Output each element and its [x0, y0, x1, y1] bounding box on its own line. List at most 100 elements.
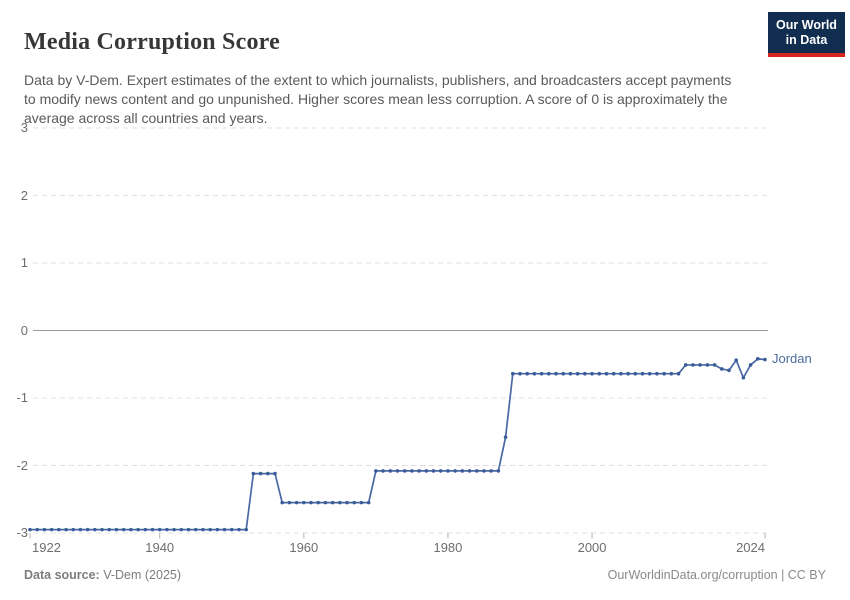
data-point-2013[interactable] — [683, 363, 688, 367]
data-point-2019[interactable] — [727, 368, 731, 373]
data-point-2002[interactable] — [604, 371, 609, 376]
data-point-1981[interactable] — [453, 469, 457, 473]
data-point-1940[interactable] — [157, 527, 162, 532]
data-point-1935[interactable] — [121, 527, 126, 532]
data-point-1975[interactable] — [410, 469, 414, 473]
data-point-1923[interactable] — [35, 527, 40, 532]
data-point-1925[interactable] — [49, 527, 54, 532]
data-line-jordan[interactable] — [29, 358, 766, 531]
credit-link[interactable]: OurWorldinData.org/corruption | CC BY — [607, 568, 826, 582]
data-point-2004[interactable] — [619, 371, 623, 376]
data-point-1924[interactable] — [42, 527, 47, 532]
data-point-1964[interactable] — [330, 500, 335, 505]
data-point-1937[interactable] — [136, 527, 140, 532]
data-point-1953[interactable] — [251, 471, 256, 476]
data-point-1939[interactable] — [150, 527, 155, 532]
data-point-1973[interactable] — [395, 469, 400, 473]
data-point-1965[interactable] — [338, 500, 342, 505]
data-point-1970[interactable] — [374, 469, 378, 473]
data-point-2008[interactable] — [647, 371, 652, 376]
data-point-2011[interactable] — [669, 371, 674, 376]
series-label-jordan[interactable]: Jordan — [772, 350, 812, 366]
data-point-1961[interactable] — [309, 500, 313, 505]
data-point-2010[interactable] — [662, 371, 666, 376]
data-point-1982[interactable] — [460, 469, 465, 473]
data-point-1990[interactable] — [518, 371, 522, 376]
data-point-1991[interactable] — [525, 371, 530, 376]
data-point-1968[interactable] — [359, 500, 364, 505]
data-point-1977[interactable] — [424, 469, 429, 473]
data-point-1927[interactable] — [64, 527, 68, 532]
data-point-1957[interactable] — [280, 500, 285, 505]
data-point-1948[interactable] — [215, 527, 220, 532]
data-point-1956[interactable] — [273, 471, 277, 476]
data-point-1988[interactable] — [503, 435, 508, 439]
data-point-1950[interactable] — [229, 527, 234, 532]
data-point-2012[interactable] — [676, 371, 681, 376]
data-point-1986[interactable] — [489, 469, 493, 473]
data-point-1978[interactable] — [431, 469, 436, 473]
data-point-1943[interactable] — [179, 527, 184, 532]
data-point-2021[interactable] — [741, 375, 746, 380]
data-point-2018[interactable] — [719, 367, 724, 371]
data-point-1972[interactable] — [388, 469, 393, 473]
owid-logo[interactable]: Our World in Data — [768, 12, 845, 57]
data-point-1969[interactable] — [366, 500, 371, 505]
data-point-2000[interactable] — [590, 371, 594, 376]
data-point-1963[interactable] — [323, 500, 328, 505]
data-point-2022[interactable] — [748, 363, 753, 367]
data-point-1928[interactable] — [71, 527, 76, 532]
data-point-1985[interactable] — [482, 469, 486, 473]
data-point-1949[interactable] — [222, 527, 227, 532]
data-point-2023[interactable] — [755, 357, 760, 361]
data-point-1930[interactable] — [85, 527, 90, 532]
data-point-2003[interactable] — [611, 371, 616, 376]
data-point-1997[interactable] — [568, 371, 573, 376]
data-point-1971[interactable] — [381, 469, 385, 473]
data-point-1926[interactable] — [57, 527, 61, 532]
data-point-1966[interactable] — [345, 500, 349, 505]
data-point-2020[interactable] — [734, 358, 738, 363]
data-point-1983[interactable] — [467, 469, 472, 473]
data-point-1958[interactable] — [287, 500, 292, 505]
data-point-1934[interactable] — [114, 527, 119, 532]
data-point-1951[interactable] — [237, 527, 241, 532]
data-point-2001[interactable] — [597, 371, 602, 376]
data-point-1992[interactable] — [532, 371, 537, 376]
data-point-2024[interactable] — [763, 357, 767, 362]
data-point-1980[interactable] — [446, 469, 450, 473]
data-point-1960[interactable] — [302, 500, 306, 505]
data-point-1942[interactable] — [172, 527, 176, 532]
data-point-1987[interactable] — [496, 469, 501, 473]
data-point-1998[interactable] — [575, 371, 580, 376]
data-point-1945[interactable] — [193, 527, 198, 532]
data-point-1938[interactable] — [143, 527, 148, 532]
data-point-1976[interactable] — [417, 469, 421, 473]
data-point-1962[interactable] — [316, 500, 321, 505]
data-point-1955[interactable] — [265, 471, 270, 476]
data-point-1952[interactable] — [244, 527, 248, 532]
data-point-2016[interactable] — [705, 363, 710, 367]
data-point-1994[interactable] — [547, 371, 551, 376]
data-point-1993[interactable] — [539, 371, 544, 376]
data-point-1929[interactable] — [78, 527, 83, 532]
data-point-2005[interactable] — [626, 371, 630, 376]
data-point-1979[interactable] — [438, 469, 443, 473]
data-point-1954[interactable] — [258, 471, 263, 476]
data-point-1946[interactable] — [201, 527, 205, 532]
data-point-1933[interactable] — [107, 527, 112, 532]
data-point-1995[interactable] — [554, 371, 558, 376]
data-point-1999[interactable] — [583, 371, 587, 376]
data-point-2017[interactable] — [712, 363, 717, 367]
data-point-1996[interactable] — [561, 371, 566, 376]
data-point-1959[interactable] — [294, 500, 299, 505]
data-point-1932[interactable] — [100, 527, 104, 532]
data-point-2006[interactable] — [633, 371, 638, 376]
data-point-2015[interactable] — [698, 363, 702, 367]
data-point-1989[interactable] — [510, 371, 515, 376]
data-point-1947[interactable] — [208, 527, 212, 532]
data-point-1936[interactable] — [129, 527, 133, 532]
data-point-1941[interactable] — [165, 527, 169, 532]
